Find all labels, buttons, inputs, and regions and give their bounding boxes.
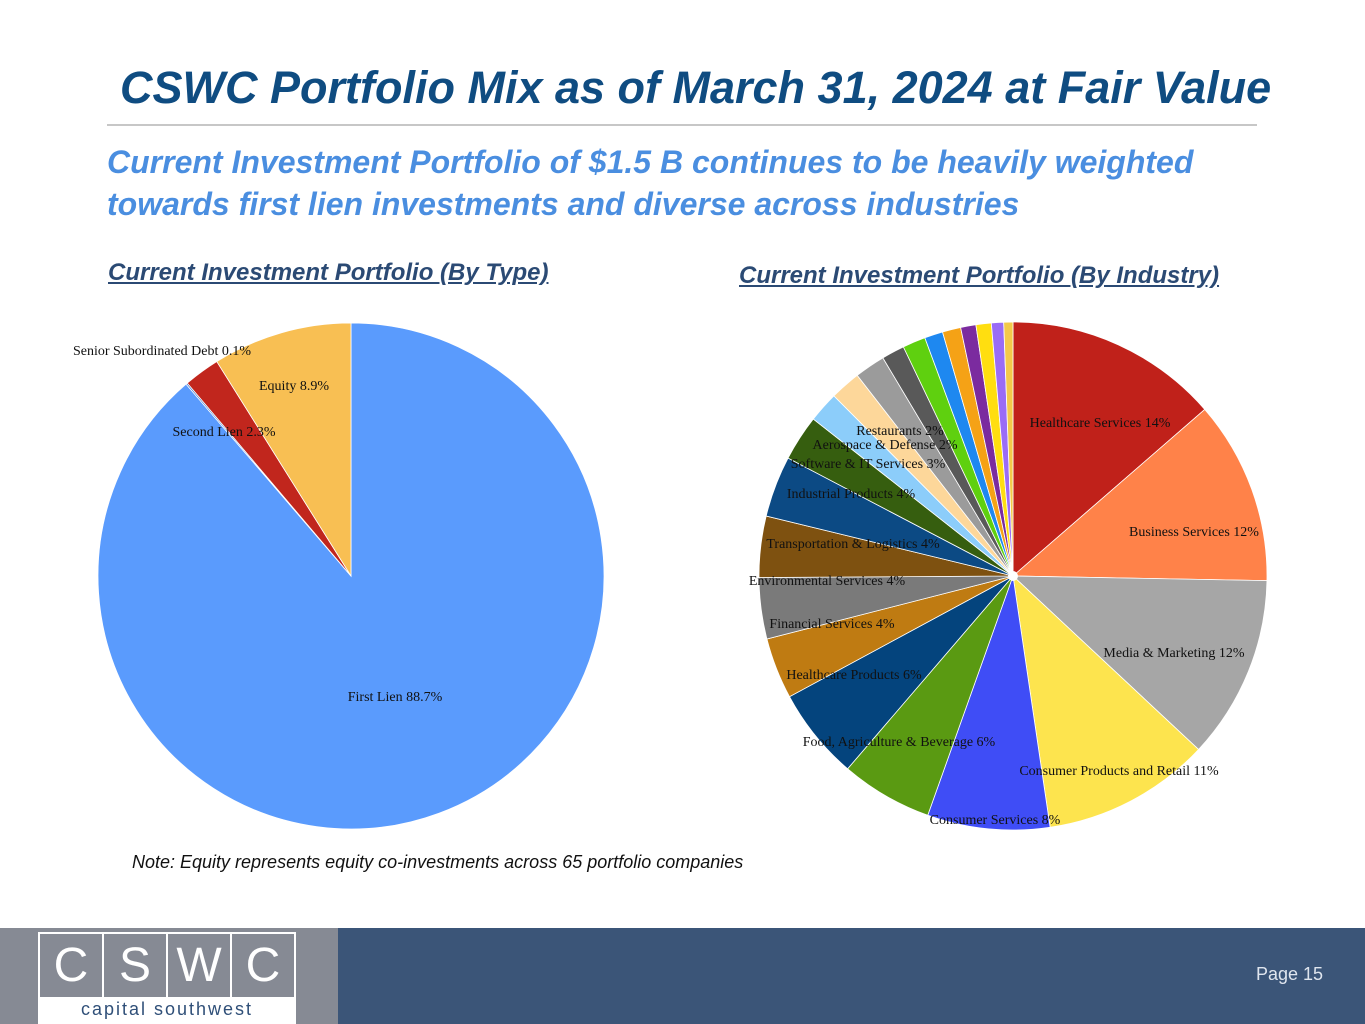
pie-label-media-marketing: Media & Marketing 12% [1103, 646, 1244, 661]
footnote: Note: Equity represents equity co-invest… [132, 852, 744, 872]
pie-label-financial-services: Financial Services 4% [769, 617, 895, 632]
logo-letter: C [245, 939, 281, 992]
pie-slice-business-services [1011, 408, 1268, 582]
title-divider [107, 124, 1257, 126]
page-subtitle: Current Investment Portfolio of $1.5 B c… [107, 144, 1194, 222]
pie-label-transportation-logistics: Transportation & Logistics 4% [766, 537, 940, 552]
pie-slice-media-marketing [1011, 575, 1268, 751]
pie-slice-consumer-services [927, 575, 1051, 831]
pie-center-dot [1008, 571, 1018, 581]
pie-slice-healthcare-services [1012, 321, 1206, 577]
pie-label-industrial-products: Industrial Products 4% [787, 487, 916, 502]
pie-label-environmental-services: Environmental Services 4% [749, 574, 906, 589]
chart-title-by-industry: Current Investment Portfolio (By Industr… [739, 262, 1220, 289]
company-logo: C S W C capital southwest [38, 932, 296, 1024]
pie-label-restaurants: Restaurants 2% [856, 424, 944, 439]
pie-label-equity: Equity 8.9% [259, 379, 329, 394]
logo-letter: C [40, 934, 104, 997]
pie-label-senior-subordinated-debt: Senior Subordinated Debt 0.1% [73, 344, 251, 359]
pie-chart-by-industry: Healthcare Services 14% Business Services… [749, 321, 1268, 831]
logo-letter: W [168, 934, 232, 997]
footer-bar [338, 928, 1365, 1024]
logo-letter-row: C S W C [40, 934, 294, 997]
logo-caption: capital southwest [80, 999, 254, 1019]
page-number: Page 15 [1255, 964, 1323, 984]
logo-letter: S [104, 934, 168, 997]
pie-label-software-it-services: Software & IT Services 3% [791, 457, 946, 472]
pie-label-second-lien: Second Lien 2.3% [172, 425, 275, 440]
pie-label-healthcare-services: Healthcare Services 14% [1030, 416, 1171, 431]
pie-slice [1003, 321, 1014, 577]
pie-label-consumer-products-and-retail: Consumer Products and Retail 11% [1019, 764, 1219, 779]
pie-slice-consumer-products-and-retail [1012, 574, 1200, 828]
pie-chart-by-type: First Lien 88.7% Senior Subordinated Debt… [73, 322, 605, 830]
pie-label-consumer-services: Consumer Services 8% [930, 813, 1061, 828]
pie-label-healthcare-products: Healthcare Products 6% [786, 668, 922, 683]
page-title: CSWC Portfolio Mix as of March 31, 2024 … [120, 62, 1272, 113]
pie-label-business-services: Business Services 12% [1129, 525, 1259, 540]
pie-label-food-agriculture-beverage: Food, Agriculture & Beverage 6% [803, 735, 996, 750]
chart-title-by-type: Current Investment Portfolio (By Type) [108, 259, 549, 286]
pie-slice-equity [216, 322, 352, 578]
pie-label-aerospace-defense: Aerospace & Defense 2% [813, 438, 958, 453]
pie-label-first-lien: First Lien 88.7% [348, 690, 443, 705]
